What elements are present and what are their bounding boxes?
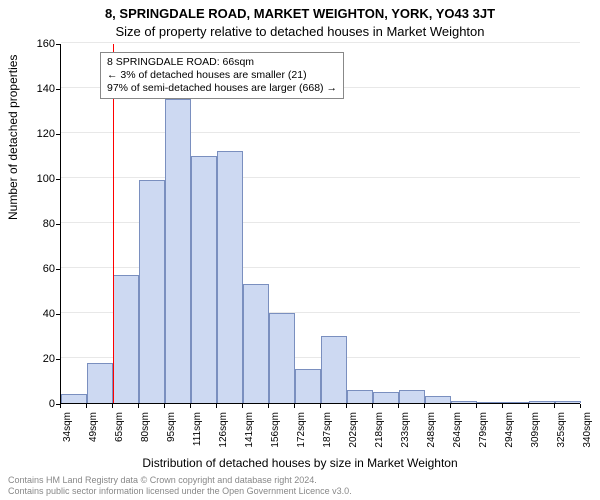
histogram-bar (243, 284, 269, 403)
x-tick-mark (398, 404, 399, 408)
gridline (61, 42, 580, 43)
x-tick-label: 325sqm (556, 412, 567, 462)
x-tick-mark (112, 404, 113, 408)
histogram-bar (139, 180, 165, 403)
y-tick-label: 160 (15, 38, 55, 50)
x-tick-mark (164, 404, 165, 408)
x-tick-mark (502, 404, 503, 408)
x-tick-label: 111sqm (192, 412, 203, 462)
histogram-bar (555, 401, 581, 403)
x-tick-label: 187sqm (322, 412, 333, 462)
x-tick-label: 340sqm (582, 412, 593, 462)
x-tick-label: 309sqm (530, 412, 541, 462)
y-tick-label: 80 (15, 218, 55, 230)
x-tick-label: 141sqm (244, 412, 255, 462)
y-tick-label: 140 (15, 83, 55, 95)
histogram-bar (113, 275, 139, 403)
histogram-bar (503, 402, 529, 403)
x-tick-mark (86, 404, 87, 408)
histogram-bar (87, 363, 113, 404)
y-tick-mark (56, 44, 60, 45)
y-tick-label: 40 (15, 308, 55, 320)
x-tick-label: 233sqm (400, 412, 411, 462)
histogram-bar (321, 336, 347, 404)
x-tick-label: 65sqm (114, 412, 125, 462)
x-tick-label: 294sqm (504, 412, 515, 462)
histogram-bar (295, 369, 321, 403)
histogram-bar (347, 390, 373, 404)
x-tick-label: 202sqm (348, 412, 359, 462)
y-tick-mark (56, 314, 60, 315)
y-tick-label: 0 (15, 398, 55, 410)
x-tick-label: 80sqm (140, 412, 151, 462)
histogram-bar (165, 99, 191, 403)
x-tick-mark (242, 404, 243, 408)
y-tick-mark (56, 224, 60, 225)
chart-title-line2: Size of property relative to detached ho… (0, 24, 600, 39)
annotation-line: ← 3% of detached houses are smaller (21) (107, 69, 337, 82)
chart-container: 8, SPRINGDALE ROAD, MARKET WEIGHTON, YOR… (0, 0, 600, 500)
histogram-bar (269, 313, 295, 403)
annotation-line: 8 SPRINGDALE ROAD: 66sqm (107, 56, 337, 69)
gridline (61, 132, 580, 133)
x-tick-label: 126sqm (218, 412, 229, 462)
x-tick-mark (424, 404, 425, 408)
chart-title-line1: 8, SPRINGDALE ROAD, MARKET WEIGHTON, YOR… (0, 6, 600, 21)
x-tick-label: 95sqm (166, 412, 177, 462)
y-tick-mark (56, 89, 60, 90)
x-tick-label: 248sqm (426, 412, 437, 462)
histogram-bar (191, 156, 217, 404)
x-tick-label: 49sqm (88, 412, 99, 462)
x-tick-mark (580, 404, 581, 408)
histogram-bar (529, 401, 555, 403)
x-tick-label: 34sqm (62, 412, 73, 462)
x-tick-mark (320, 404, 321, 408)
x-tick-mark (216, 404, 217, 408)
annotation-box: 8 SPRINGDALE ROAD: 66sqm ← 3% of detache… (100, 52, 344, 99)
x-tick-mark (138, 404, 139, 408)
annotation-line: 97% of semi-detached houses are larger (… (107, 82, 337, 95)
histogram-bar (61, 394, 87, 403)
footer-text: Contains HM Land Registry data © Crown c… (8, 475, 352, 497)
y-tick-label: 20 (15, 353, 55, 365)
x-tick-label: 264sqm (452, 412, 463, 462)
footer-line: Contains HM Land Registry data © Crown c… (8, 475, 352, 486)
x-tick-label: 279sqm (478, 412, 489, 462)
x-tick-mark (294, 404, 295, 408)
x-tick-mark (268, 404, 269, 408)
histogram-bar (373, 392, 399, 403)
y-tick-mark (56, 359, 60, 360)
y-tick-label: 100 (15, 173, 55, 185)
histogram-bar (451, 401, 477, 403)
x-tick-mark (476, 404, 477, 408)
y-tick-label: 120 (15, 128, 55, 140)
x-tick-label: 156sqm (270, 412, 281, 462)
histogram-bar (399, 390, 425, 404)
x-tick-label: 172sqm (296, 412, 307, 462)
x-tick-mark (346, 404, 347, 408)
x-tick-mark (450, 404, 451, 408)
y-tick-label: 60 (15, 263, 55, 275)
y-tick-mark (56, 134, 60, 135)
x-tick-mark (554, 404, 555, 408)
footer-line: Contains public sector information licen… (8, 486, 352, 497)
y-tick-mark (56, 269, 60, 270)
y-tick-mark (56, 179, 60, 180)
histogram-bar (217, 151, 243, 403)
x-tick-mark (60, 404, 61, 408)
x-tick-mark (190, 404, 191, 408)
gridline (61, 177, 580, 178)
x-tick-mark (372, 404, 373, 408)
histogram-bar (477, 402, 503, 403)
x-tick-label: 218sqm (374, 412, 385, 462)
x-tick-mark (528, 404, 529, 408)
histogram-bar (425, 396, 451, 403)
